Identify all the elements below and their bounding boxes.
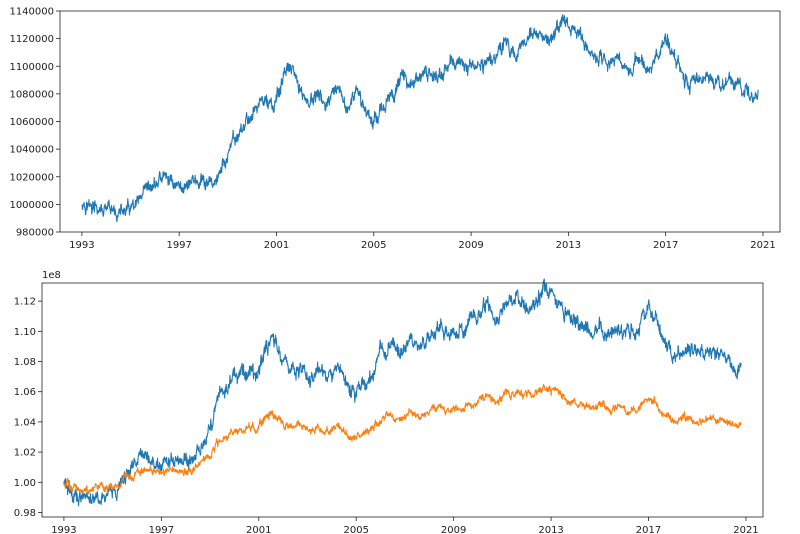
y-tick-label: 1000000 (9, 200, 54, 211)
series-line-1 (81, 14, 759, 223)
y-tick-label: 1.04 (14, 417, 36, 428)
y-tick-label: 1140000 (9, 7, 54, 18)
x-tick-label: 2005 (361, 240, 386, 251)
x-tick-label: 2021 (733, 525, 758, 534)
y-tick-label: 1.08 (14, 357, 36, 368)
y-tick-label: 0.98 (14, 508, 36, 519)
axes-frame (41, 282, 764, 518)
x-tick-label: 1997 (149, 525, 174, 534)
y-tick-label: 1120000 (9, 34, 54, 45)
axes-frame (59, 10, 781, 233)
y-tick-label: 1060000 (9, 117, 54, 128)
x-tick-label: 2009 (458, 240, 483, 251)
y-tick-label: 1.06 (14, 387, 36, 398)
x-tick-label: 2001 (264, 240, 289, 251)
y-tick-label: 1.12 (14, 297, 36, 308)
y-tick-label: 980000 (16, 228, 54, 239)
x-tick-label: 2001 (246, 525, 271, 534)
y-tick-label: 1.02 (14, 448, 36, 459)
x-tick-label: 2017 (653, 240, 678, 251)
y-tick-label: 1.10 (14, 327, 36, 338)
x-tick-label: 2009 (441, 525, 466, 534)
series-line-1 (63, 278, 742, 507)
y-tick-label: 1020000 (9, 172, 54, 183)
x-tick-label: 2013 (556, 240, 581, 251)
x-tick-label: 2017 (636, 525, 661, 534)
bottom-line-chart: 1993 1997 2001 2005 2009 2013 2017 2021 0.98 1.00… (14, 270, 764, 534)
top-line-chart: 1993 1997 2001 2005 2009 2013 2017 2021 980000 10… (9, 7, 781, 251)
y-tick-label: 1040000 (9, 145, 54, 156)
series-line-2 (63, 383, 742, 495)
y-tick-label: 1.00 (14, 478, 36, 489)
x-tick-label: 1993 (51, 525, 76, 534)
x-tick-label: 1997 (166, 240, 191, 251)
y-tick-label: 1080000 (9, 89, 54, 100)
x-tick-label: 2005 (343, 525, 368, 534)
y-tick-label: 1100000 (9, 62, 54, 73)
x-tick-label: 2021 (750, 240, 775, 251)
x-tick-label: 1993 (69, 240, 94, 251)
x-tick-label: 2013 (538, 525, 563, 534)
axis-offset-label: 1e8 (42, 270, 61, 281)
